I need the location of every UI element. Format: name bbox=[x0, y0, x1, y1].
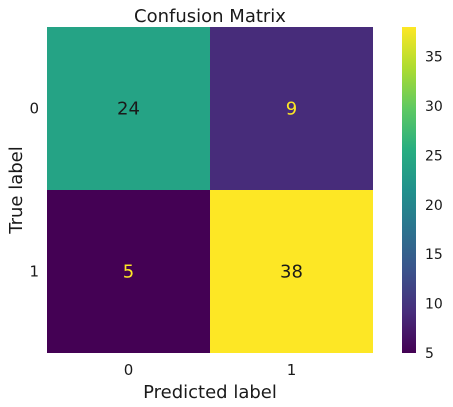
x-axis-label: Predicted label bbox=[143, 382, 277, 403]
colorbar-ticks: 5 10 15 20 25 30 35 bbox=[425, 50, 443, 362]
y-axis-ticks: 01 bbox=[29, 100, 39, 281]
colorbar-tick-label: 25 bbox=[425, 148, 443, 164]
colorbar-tick-label: 5 bbox=[425, 346, 434, 362]
cell-value-1-1: 38 bbox=[280, 262, 303, 283]
heatmap-cell-0-0 bbox=[47, 27, 210, 190]
x-tick-label: 0 bbox=[124, 361, 134, 379]
heatmap-cells bbox=[47, 27, 373, 353]
cell-value-0-1: 9 bbox=[286, 99, 297, 120]
x-tick-label: 1 bbox=[287, 361, 297, 379]
heatmap-cell-1-1 bbox=[210, 190, 373, 353]
colorbar-tick-label: 20 bbox=[425, 198, 443, 214]
heatmap-cell-1-0 bbox=[47, 190, 210, 353]
y-tick-label: 0 bbox=[29, 100, 39, 118]
y-axis-label: True label bbox=[6, 146, 27, 235]
heatmap-cell-0-1 bbox=[210, 27, 373, 190]
heatmap-cell-labels: 24 9 5 38 bbox=[117, 99, 303, 283]
colorbar-tick-label: 35 bbox=[425, 50, 443, 66]
colorbar-tick-label: 10 bbox=[425, 297, 443, 313]
colorbar-tick-label: 15 bbox=[425, 247, 443, 263]
chart-title: Confusion Matrix bbox=[134, 6, 286, 27]
cell-value-0-0: 24 bbox=[117, 99, 140, 120]
y-tick-label: 1 bbox=[29, 263, 39, 281]
cell-value-1-0: 5 bbox=[123, 262, 134, 283]
colorbar-tick-label: 30 bbox=[425, 99, 443, 115]
colorbar bbox=[402, 27, 416, 353]
